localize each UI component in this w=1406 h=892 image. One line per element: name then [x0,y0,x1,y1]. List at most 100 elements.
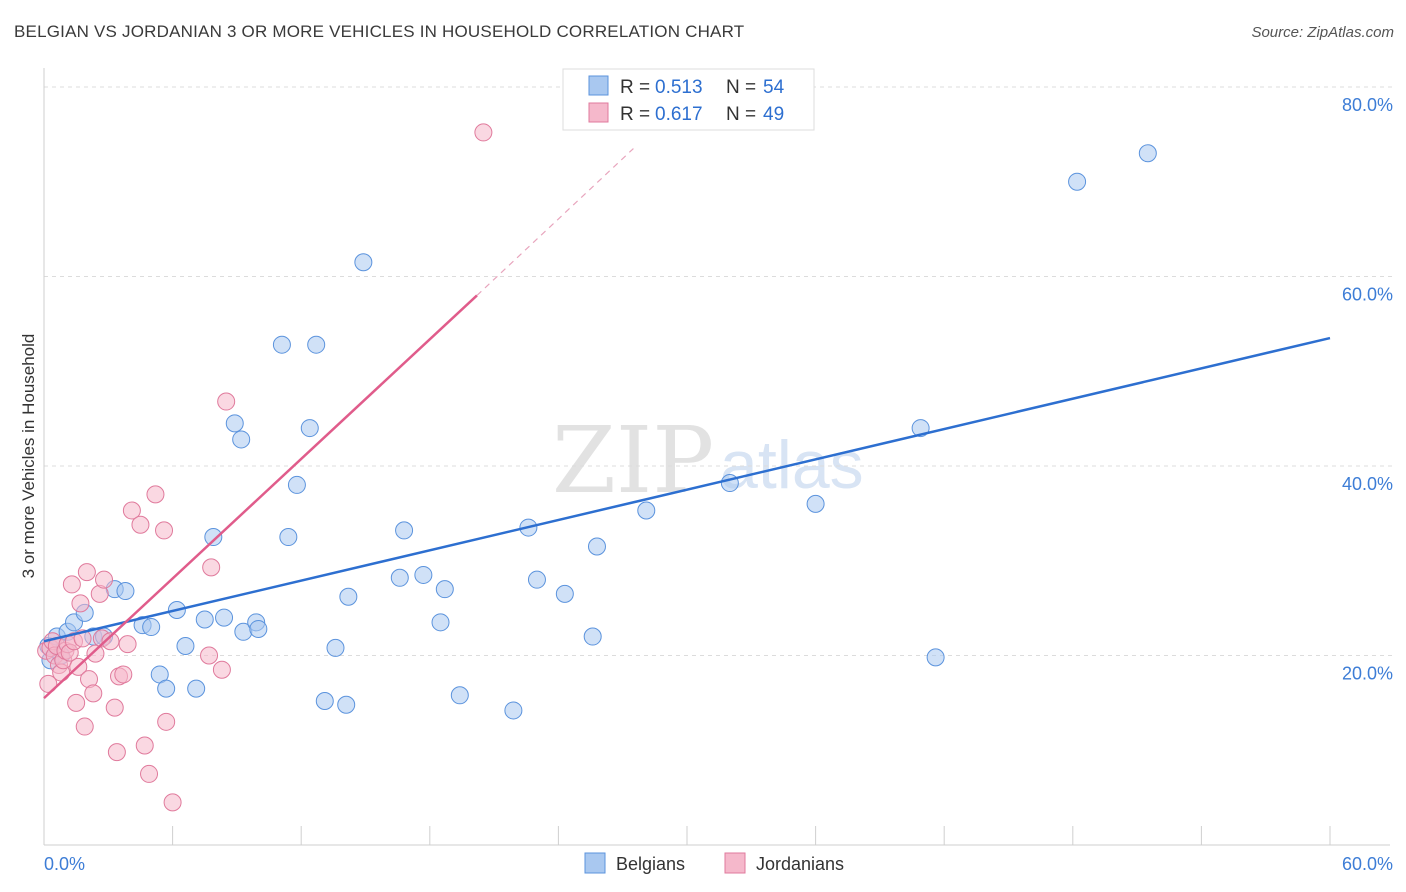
watermark-zip: ZIP [552,407,714,514]
point-belgians [272,335,291,354]
point-belgians [339,587,358,606]
point-jordanians [157,712,176,731]
trend-lines [43,148,1331,700]
point-belgians [287,475,306,494]
point-jordanians [67,693,86,712]
trend-line-jordanians [43,294,478,700]
point-jordanians [84,684,103,703]
point-belgians [450,686,469,705]
point-belgians [307,335,326,354]
y-tick-label: 60.0% [1342,284,1393,304]
point-jordanians [62,575,81,594]
point-belgians [249,619,268,638]
point-belgians [390,568,409,587]
x-axis-ticks [172,826,1331,845]
legend-bottom-label-belgians: Belgians [616,854,685,874]
point-belgians [300,419,319,438]
point-belgians [555,584,574,603]
legend-bottom-swatch-jordanians [724,852,746,874]
point-jordanians [118,635,137,654]
legend-swatch-jordanians [588,102,609,123]
point-jordanians [131,515,150,534]
chart-title: BELGIAN VS JORDANIAN 3 OR MORE VEHICLES … [14,22,745,41]
point-belgians [435,580,454,599]
legend-bottom-swatch-belgians [584,852,606,874]
y-tick-label: 40.0% [1342,474,1393,494]
legend-n-value-belgians: 54 [763,77,785,98]
point-belgians [527,570,546,589]
point-jordanians [163,793,182,812]
point-belgians [279,528,298,547]
legend-top: R = 0.513 N = 54 R = 0.617 N = 49 [562,68,815,131]
legend-r-value-belgians: 0.513 [655,77,703,98]
data-points [37,123,1157,812]
legend-r-value-jordanians: 0.617 [655,104,703,125]
point-jordanians [122,501,141,520]
point-belgians [176,637,195,656]
point-jordanians [135,736,154,755]
point-jordanians [217,392,236,411]
legend-bottom-label-jordanians: Jordanians [756,854,844,874]
point-jordanians [101,632,120,651]
point-jordanians [71,594,90,613]
y-axis-tick-labels: 20.0% 40.0% 60.0% 80.0% [1342,95,1393,684]
point-jordanians [200,646,219,665]
point-jordanians [75,717,94,736]
y-tick-label: 20.0% [1342,663,1393,683]
y-axis-label: 3 or more Vehicles in Household [19,334,38,579]
point-belgians [587,537,606,556]
point-belgians [395,521,414,540]
point-belgians [337,695,356,714]
point-belgians [116,582,135,601]
point-belgians [157,679,176,698]
point-belgians [195,610,214,629]
legend-n-value-jordanians: 49 [763,104,784,125]
axes [43,68,1390,846]
point-belgians [204,528,223,547]
point-jordanians [146,485,165,504]
point-belgians [504,701,523,720]
point-jordanians [105,698,124,717]
point-jordanians [107,743,126,762]
point-jordanians [155,521,174,540]
legend-n-label-belgians: N = [726,77,756,98]
point-belgians [326,638,345,657]
point-jordanians [39,674,58,693]
point-belgians [354,253,373,272]
x-tick-label: 0.0% [44,854,85,874]
source-label: Source: ZipAtlas.com [1251,24,1394,41]
point-jordanians [202,558,221,577]
point-jordanians [212,660,231,679]
point-belgians [187,679,206,698]
point-jordanians [95,570,114,589]
point-jordanians [114,665,133,684]
legend-n-label-jordanians: N = [726,104,756,125]
legend-swatch-belgians [588,75,609,96]
x-axis-tick-labels: 0.0% 60.0% [44,854,1393,874]
point-belgians [315,691,334,710]
point-belgians [1068,172,1087,191]
y-tick-label: 80.0% [1342,95,1393,115]
point-belgians [142,618,161,637]
point-jordanians [140,764,159,783]
legend-r-label-belgians: R = [620,77,650,98]
x-tick-label: 60.0% [1342,854,1393,874]
point-belgians [1138,144,1157,163]
trend-line-belgians [43,336,1331,643]
point-belgians [806,494,825,513]
point-belgians [637,501,656,520]
point-belgians [414,565,433,584]
point-jordanians [474,123,493,142]
point-belgians [215,608,234,627]
point-belgians [225,414,244,433]
point-jordanians [77,563,96,582]
trend-extension-jordanians [476,148,634,296]
point-belgians [583,627,602,646]
point-belgians [926,648,945,667]
point-belgians [431,613,450,632]
point-belgians [232,430,251,449]
legend-bottom: Belgians Jordanians [584,852,844,874]
legend-r-label-jordanians: R = [620,104,650,125]
point-jordanians [86,644,105,663]
